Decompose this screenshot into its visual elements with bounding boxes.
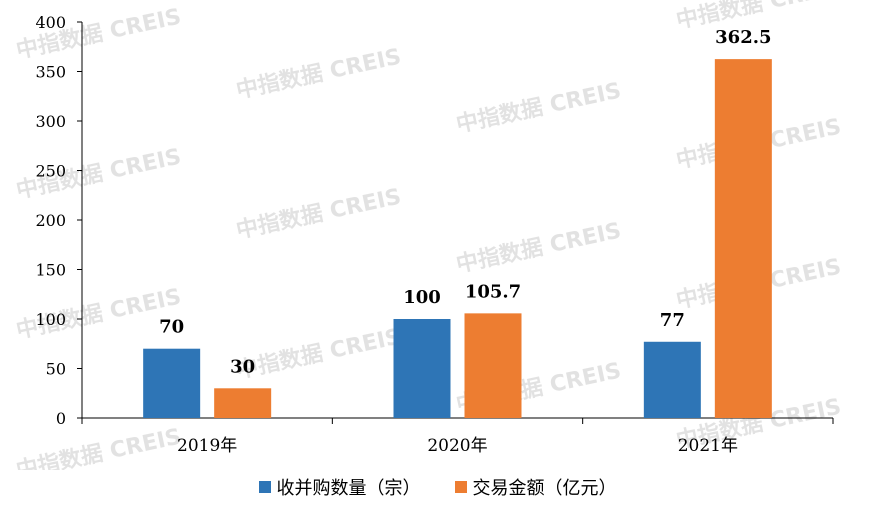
watermark-text: 中指数据 CREIS xyxy=(14,424,184,470)
bar-amount xyxy=(214,388,272,418)
bar-count xyxy=(643,341,701,418)
legend-label-amount: 交易金额（亿元） xyxy=(472,478,617,499)
y-tick-label: 400 xyxy=(35,13,66,32)
legend-item-count: 收并购数量（宗） xyxy=(258,474,421,500)
y-tick-label: 150 xyxy=(35,261,66,280)
data-label: 70 xyxy=(159,317,184,338)
bar-chart: 中指数据 CREIS 中指数据 CREIS 中指数据 CREIS 中指数据 CREIS… xyxy=(14,0,844,470)
x-tick-label: 2019年 xyxy=(177,436,237,456)
y-tick-label: 200 xyxy=(35,211,66,230)
watermark-text: 中指数据 CREIS xyxy=(454,78,624,138)
x-tick-label: 2021年 xyxy=(678,436,738,456)
legend-label-count: 收并购数量（宗） xyxy=(276,478,421,499)
data-label: 30 xyxy=(230,356,255,377)
x-tick-label: 2020年 xyxy=(427,436,487,456)
y-tick-label: 100 xyxy=(35,310,66,329)
legend-item-amount: 交易金额（亿元） xyxy=(454,474,617,500)
watermark-text: 中指数据 CREIS xyxy=(234,44,404,104)
bar-amount xyxy=(714,59,772,418)
bar-amount xyxy=(464,313,522,418)
bar-count xyxy=(393,319,451,418)
data-label: 105.7 xyxy=(465,281,521,302)
y-tick-label: 250 xyxy=(35,162,66,181)
watermark-text: 中指数据 CREIS xyxy=(454,218,624,278)
bars xyxy=(143,59,772,418)
legend-swatch-amount xyxy=(454,481,467,493)
bar-count xyxy=(143,348,201,418)
data-label: 100 xyxy=(403,287,441,308)
watermark-text: 中指数据 CREIS xyxy=(234,184,404,244)
axes: 0 50 100 150 200 250 300 350 400 2019年 2020年 2021年 xyxy=(35,13,834,456)
y-tick-label: 50 xyxy=(46,360,66,379)
y-tick-label: 300 xyxy=(35,112,66,131)
legend-swatch-count xyxy=(258,481,271,493)
data-labels: 70 100 77 30 105.7 362.5 xyxy=(159,27,771,377)
data-label: 77 xyxy=(660,310,685,331)
legend: 收并购数量（宗） 交易金额（亿元） xyxy=(0,474,875,500)
y-tick-label: 0 xyxy=(56,409,66,428)
data-label: 362.5 xyxy=(715,27,771,48)
y-tick-label: 350 xyxy=(35,63,66,82)
watermark-text: 中指数据 CREIS xyxy=(234,324,404,384)
